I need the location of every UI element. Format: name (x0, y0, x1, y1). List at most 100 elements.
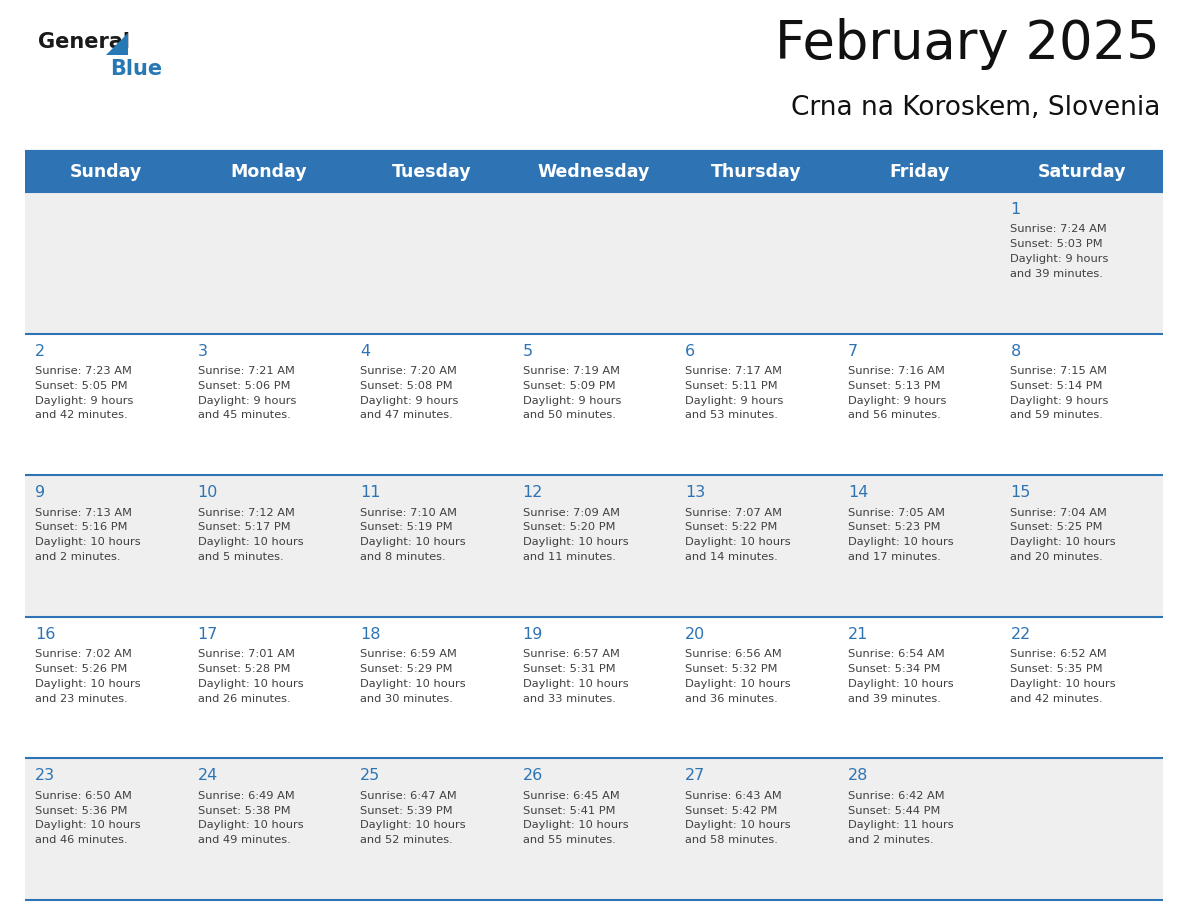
Text: Daylight: 10 hours: Daylight: 10 hours (360, 679, 466, 688)
Text: Sunset: 5:06 PM: Sunset: 5:06 PM (197, 381, 290, 391)
Text: 12: 12 (523, 486, 543, 500)
Text: Sunrise: 7:17 AM: Sunrise: 7:17 AM (685, 366, 782, 376)
Text: Daylight: 10 hours: Daylight: 10 hours (848, 537, 954, 547)
Text: and 30 minutes.: and 30 minutes. (360, 694, 453, 704)
Bar (838, 192, 1000, 333)
Text: Tuesday: Tuesday (392, 163, 472, 181)
Text: Sunset: 5:05 PM: Sunset: 5:05 PM (34, 381, 127, 391)
Text: Daylight: 10 hours: Daylight: 10 hours (685, 679, 791, 688)
Bar (188, 758, 350, 900)
Bar (25, 152, 1163, 192)
Bar (513, 758, 675, 900)
Text: 8: 8 (1011, 343, 1020, 359)
Text: Sunrise: 6:43 AM: Sunrise: 6:43 AM (685, 791, 782, 800)
Polygon shape (107, 33, 128, 55)
Text: Daylight: 9 hours: Daylight: 9 hours (848, 396, 946, 406)
Bar (350, 476, 513, 617)
Text: Sunset: 5:19 PM: Sunset: 5:19 PM (360, 522, 453, 532)
Text: Sunrise: 6:50 AM: Sunrise: 6:50 AM (34, 791, 132, 800)
Text: Sunrise: 7:12 AM: Sunrise: 7:12 AM (197, 508, 295, 518)
Text: Sunrise: 7:05 AM: Sunrise: 7:05 AM (848, 508, 944, 518)
Text: Sunrise: 6:54 AM: Sunrise: 6:54 AM (848, 649, 944, 659)
Text: Sunrise: 6:49 AM: Sunrise: 6:49 AM (197, 791, 295, 800)
Text: and 11 minutes.: and 11 minutes. (523, 552, 615, 562)
Text: Sunset: 5:28 PM: Sunset: 5:28 PM (197, 664, 290, 674)
Text: 4: 4 (360, 343, 371, 359)
Text: 1: 1 (1011, 202, 1020, 217)
Text: Sunrise: 7:13 AM: Sunrise: 7:13 AM (34, 508, 132, 518)
Bar (25, 333, 188, 476)
Text: and 56 minutes.: and 56 minutes. (848, 410, 941, 420)
Bar (25, 192, 188, 333)
Bar (675, 758, 838, 900)
Text: Daylight: 10 hours: Daylight: 10 hours (197, 537, 303, 547)
Text: and 23 minutes.: and 23 minutes. (34, 694, 128, 704)
Bar (675, 617, 838, 758)
Bar (513, 476, 675, 617)
Text: and 2 minutes.: and 2 minutes. (848, 835, 934, 845)
Text: Daylight: 10 hours: Daylight: 10 hours (197, 821, 303, 831)
Text: Daylight: 10 hours: Daylight: 10 hours (848, 679, 954, 688)
Text: Sunset: 5:08 PM: Sunset: 5:08 PM (360, 381, 453, 391)
Text: Daylight: 10 hours: Daylight: 10 hours (197, 679, 303, 688)
Text: Friday: Friday (889, 163, 949, 181)
Text: Sunrise: 7:10 AM: Sunrise: 7:10 AM (360, 508, 457, 518)
Text: 10: 10 (197, 486, 217, 500)
Bar (25, 758, 188, 900)
Text: and 39 minutes.: and 39 minutes. (848, 694, 941, 704)
Text: Sunrise: 7:23 AM: Sunrise: 7:23 AM (34, 366, 132, 376)
Text: General: General (38, 32, 129, 52)
Bar (350, 617, 513, 758)
Text: Sunrise: 6:45 AM: Sunrise: 6:45 AM (523, 791, 619, 800)
Text: Daylight: 10 hours: Daylight: 10 hours (685, 821, 791, 831)
Text: Daylight: 10 hours: Daylight: 10 hours (34, 679, 140, 688)
Bar (838, 758, 1000, 900)
Text: Sunset: 5:25 PM: Sunset: 5:25 PM (1011, 522, 1102, 532)
Text: Sunrise: 6:52 AM: Sunrise: 6:52 AM (1011, 649, 1107, 659)
Text: 23: 23 (34, 768, 55, 783)
Text: and 5 minutes.: and 5 minutes. (197, 552, 283, 562)
Text: Sunrise: 7:16 AM: Sunrise: 7:16 AM (848, 366, 944, 376)
Text: Sunset: 5:29 PM: Sunset: 5:29 PM (360, 664, 453, 674)
Text: Daylight: 10 hours: Daylight: 10 hours (1011, 679, 1116, 688)
Bar (188, 333, 350, 476)
Text: and 46 minutes.: and 46 minutes. (34, 835, 127, 845)
Text: Daylight: 11 hours: Daylight: 11 hours (848, 821, 954, 831)
Text: and 26 minutes.: and 26 minutes. (197, 694, 290, 704)
Text: Sunrise: 6:57 AM: Sunrise: 6:57 AM (523, 649, 620, 659)
Bar (1000, 192, 1163, 333)
Bar (513, 192, 675, 333)
Text: Sunset: 5:36 PM: Sunset: 5:36 PM (34, 806, 127, 816)
Text: 17: 17 (197, 627, 217, 642)
Text: Sunrise: 6:42 AM: Sunrise: 6:42 AM (848, 791, 944, 800)
Text: 16: 16 (34, 627, 56, 642)
Text: 26: 26 (523, 768, 543, 783)
Text: Daylight: 10 hours: Daylight: 10 hours (34, 537, 140, 547)
Text: and 33 minutes.: and 33 minutes. (523, 694, 615, 704)
Text: Sunset: 5:22 PM: Sunset: 5:22 PM (685, 522, 778, 532)
Bar (513, 333, 675, 476)
Text: Sunset: 5:26 PM: Sunset: 5:26 PM (34, 664, 127, 674)
Text: Sunrise: 6:56 AM: Sunrise: 6:56 AM (685, 649, 782, 659)
Text: Sunset: 5:44 PM: Sunset: 5:44 PM (848, 806, 940, 816)
Text: and 8 minutes.: and 8 minutes. (360, 552, 446, 562)
Text: Daylight: 9 hours: Daylight: 9 hours (523, 396, 621, 406)
Text: Sunrise: 7:24 AM: Sunrise: 7:24 AM (1011, 225, 1107, 234)
Bar (675, 333, 838, 476)
Text: and 42 minutes.: and 42 minutes. (1011, 694, 1102, 704)
Bar (350, 758, 513, 900)
Bar (675, 192, 838, 333)
Text: Daylight: 10 hours: Daylight: 10 hours (360, 821, 466, 831)
Text: Sunrise: 7:21 AM: Sunrise: 7:21 AM (197, 366, 295, 376)
Text: and 39 minutes.: and 39 minutes. (1011, 269, 1104, 279)
Text: Daylight: 10 hours: Daylight: 10 hours (360, 537, 466, 547)
Text: February 2025: February 2025 (776, 18, 1159, 70)
Text: Crna na Koroskem, Slovenia: Crna na Koroskem, Slovenia (791, 95, 1159, 121)
Text: Sunrise: 7:20 AM: Sunrise: 7:20 AM (360, 366, 457, 376)
Text: Sunset: 5:41 PM: Sunset: 5:41 PM (523, 806, 615, 816)
Text: Sunset: 5:09 PM: Sunset: 5:09 PM (523, 381, 615, 391)
Text: Sunrise: 7:09 AM: Sunrise: 7:09 AM (523, 508, 620, 518)
Text: Sunrise: 7:15 AM: Sunrise: 7:15 AM (1011, 366, 1107, 376)
Bar (25, 476, 188, 617)
Bar (513, 617, 675, 758)
